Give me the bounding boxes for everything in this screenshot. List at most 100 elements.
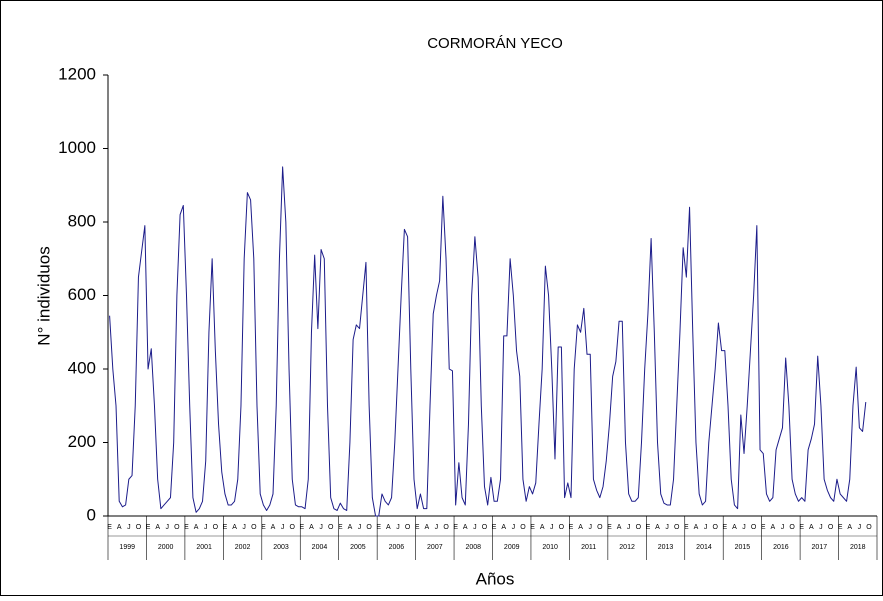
x-tick-label: O — [520, 524, 526, 531]
x-tick-label: J — [358, 524, 362, 531]
x-tick-label: A — [348, 524, 353, 531]
x-tick-label: O — [443, 524, 449, 531]
year-label: 2009 — [504, 544, 520, 551]
year-label: 2017 — [812, 544, 828, 551]
x-tick-label: J — [319, 524, 323, 531]
year-label: 2015 — [735, 544, 751, 551]
x-tick-label: A — [271, 524, 276, 531]
x-tick-label: A — [578, 524, 583, 531]
x-tick-label: J — [781, 524, 785, 531]
year-label: 2014 — [696, 544, 712, 551]
x-tick-label: A — [809, 524, 814, 531]
year-label: 2011 — [581, 544, 596, 551]
x-tick-label: A — [194, 524, 199, 531]
x-tick-label: E — [684, 524, 689, 531]
x-tick-label: E — [300, 524, 305, 531]
year-label: 2001 — [196, 544, 212, 551]
x-tick-label: O — [674, 524, 680, 531]
x-tick-label: J — [819, 524, 823, 531]
x-tick-label: E — [530, 524, 535, 531]
x-tick-label: E — [646, 524, 651, 531]
x-tick-label: J — [858, 524, 862, 531]
x-tick-label: O — [290, 524, 296, 531]
x-tick-label: O — [482, 524, 488, 531]
x-tick-label: O — [636, 524, 642, 531]
x-tick-label: J — [166, 524, 170, 531]
x-tick-label: E — [338, 524, 343, 531]
x-tick-label: O — [712, 524, 718, 531]
year-label: 2003 — [273, 544, 289, 551]
x-tick-label: A — [386, 524, 391, 531]
x-tick-label: A — [232, 524, 237, 531]
year-label: 2000 — [158, 544, 174, 551]
x-tick-label: A — [309, 524, 314, 531]
year-label: 1999 — [119, 544, 135, 551]
x-tick-label: O — [136, 524, 142, 531]
x-tick-label: E — [453, 524, 458, 531]
x-tick-label: A — [155, 524, 160, 531]
x-tick-label: J — [704, 524, 708, 531]
y-tick-label: 200 — [68, 432, 96, 451]
x-tick-label: O — [828, 524, 834, 531]
x-tick-label: O — [366, 524, 372, 531]
x-tick-label: A — [655, 524, 660, 531]
year-label: 2007 — [427, 544, 443, 551]
chart-title: CORMORÁN YECO — [427, 35, 563, 52]
x-tick-label: O — [597, 524, 603, 531]
x-tick-label: E — [415, 524, 420, 531]
x-tick-label: J — [281, 524, 285, 531]
y-tick-label: 1200 — [58, 64, 96, 83]
x-tick-label: E — [376, 524, 381, 531]
year-label: 2006 — [389, 544, 405, 551]
year-label: 2008 — [465, 544, 481, 551]
x-tick-label: E — [146, 524, 151, 531]
x-tick-label: A — [732, 524, 737, 531]
x-tick-label: E — [569, 524, 574, 531]
x-tick-label: E — [607, 524, 612, 531]
year-label: 2010 — [542, 544, 558, 551]
x-tick-label: A — [424, 524, 429, 531]
x-tick-label: A — [617, 524, 622, 531]
x-tick-label: O — [174, 524, 180, 531]
year-label: 2016 — [773, 544, 789, 551]
x-tick-label: A — [540, 524, 545, 531]
x-tick-label: J — [242, 524, 246, 531]
x-tick-label: O — [405, 524, 411, 531]
x-tick-label: J — [396, 524, 400, 531]
year-label: 2005 — [350, 544, 366, 551]
x-tick-label: J — [627, 524, 631, 531]
x-tick-label: A — [694, 524, 699, 531]
x-tick-label: J — [742, 524, 746, 531]
x-tick-label: J — [665, 524, 669, 531]
x-tick-label: J — [550, 524, 554, 531]
year-label: 2012 — [619, 544, 635, 551]
x-tick-label: O — [213, 524, 219, 531]
x-tick-label: J — [435, 524, 439, 531]
x-tick-label: O — [866, 524, 872, 531]
x-tick-label: E — [107, 524, 112, 531]
x-tick-label: A — [463, 524, 468, 531]
x-tick-label: E — [261, 524, 266, 531]
x-tick-label: J — [588, 524, 592, 531]
year-label: 2013 — [658, 544, 674, 551]
y-tick-label: 0 — [87, 505, 96, 524]
x-tick-label: A — [771, 524, 776, 531]
x-tick-label: E — [223, 524, 228, 531]
year-label: 2002 — [235, 544, 251, 551]
x-axis-label: Años — [476, 569, 515, 588]
y-tick-label: 600 — [68, 285, 96, 304]
y-axis-label: N° individuos — [34, 246, 53, 345]
x-tick-label: E — [838, 524, 843, 531]
x-tick-label: J — [473, 524, 477, 531]
x-tick-label: O — [251, 524, 257, 531]
x-tick-label: A — [117, 524, 122, 531]
x-tick-label: O — [751, 524, 757, 531]
x-tick-label: A — [501, 524, 506, 531]
x-tick-label: O — [789, 524, 795, 531]
x-tick-label: J — [204, 524, 208, 531]
x-tick-label: E — [492, 524, 497, 531]
x-tick-label: J — [512, 524, 516, 531]
x-tick-label: E — [761, 524, 766, 531]
